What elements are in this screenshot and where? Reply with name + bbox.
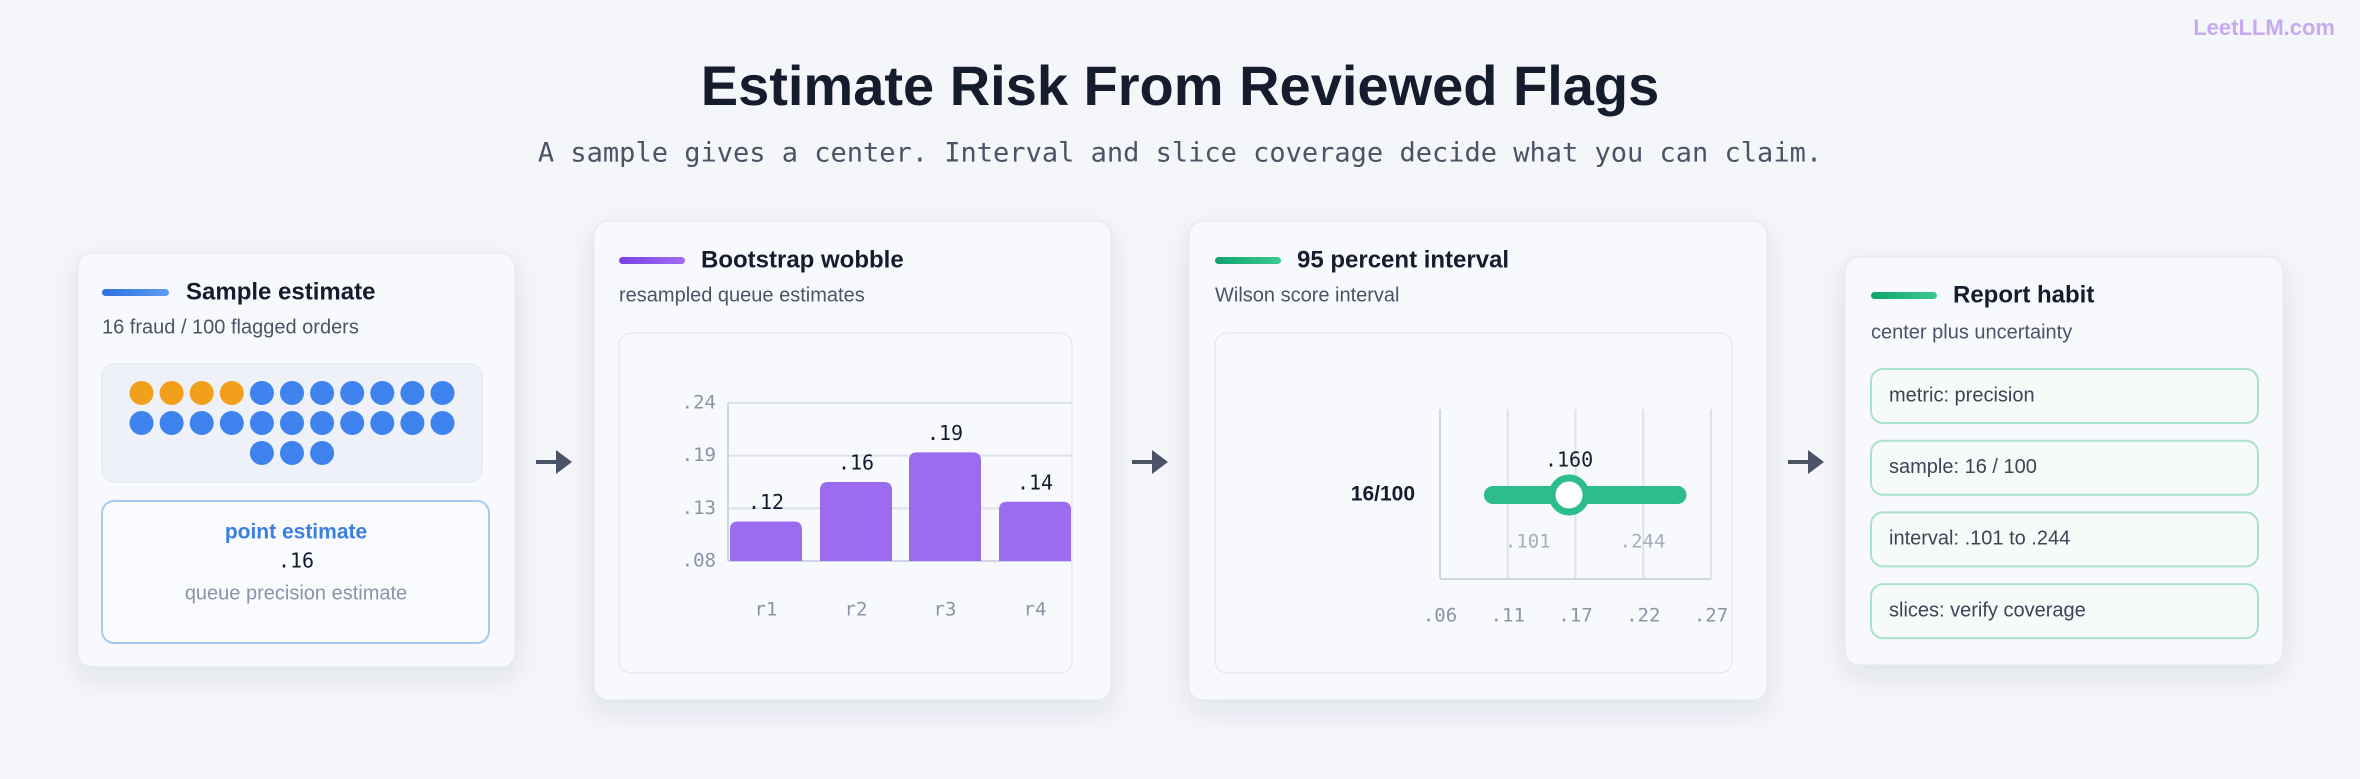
card-subtitle: 16 fraud / 100 flagged orders — [102, 316, 359, 338]
accent-bar — [1871, 292, 1937, 299]
bar — [999, 501, 1071, 561]
high-label: .244 — [1620, 531, 1666, 553]
value-label: .19 — [927, 421, 963, 445]
value-label: .14 — [1017, 470, 1053, 494]
value-label: .12 — [748, 490, 784, 514]
x-tick-label: .06 — [1423, 605, 1457, 627]
title: Estimate Risk From Reviewed Flags — [701, 54, 1660, 117]
dot — [189, 411, 214, 435]
brand: LeetLLM.com — [2193, 15, 2335, 40]
x-tick-label: .17 — [1558, 605, 1592, 627]
dot — [249, 411, 274, 435]
dot — [249, 381, 274, 405]
dot — [189, 381, 214, 405]
x-tick-label: .11 — [1491, 605, 1525, 627]
point-note: queue precision estimate — [185, 582, 407, 604]
subtitle: A sample gives a center. Interval and sl… — [538, 138, 1822, 169]
arrow-head — [1808, 450, 1824, 474]
dot — [280, 411, 304, 435]
card-subtitle: Wilson score interval — [1215, 284, 1400, 306]
dot — [129, 411, 154, 435]
card-subtitle: resampled queue estimates — [619, 284, 865, 306]
card-title: 95 percent interval — [1297, 246, 1509, 273]
accent-bar — [1215, 257, 1281, 264]
report-item — [1870, 583, 2259, 640]
point-label: point estimate — [225, 521, 367, 544]
dot — [219, 381, 244, 405]
arrow-head — [556, 450, 572, 474]
dot — [159, 381, 184, 405]
x-tick-label: .22 — [1626, 605, 1660, 627]
report-item-text: sample: 16 / 100 — [1889, 456, 2037, 478]
accent-bar — [619, 257, 685, 264]
point-value: .16 — [278, 549, 314, 573]
low-label: .101 — [1505, 531, 1551, 553]
bar — [730, 521, 802, 561]
x-tick-label: r1 — [755, 599, 778, 621]
accent-bar — [102, 289, 169, 296]
report-list: metric: precision sample: 16 / 100 interva… — [1870, 368, 2259, 640]
dot — [430, 411, 455, 435]
card-title: Bootstrap wobble — [701, 246, 904, 273]
value-label: .16 — [838, 451, 874, 475]
arrow-head — [1152, 450, 1168, 474]
x-tick-label: r3 — [934, 599, 957, 621]
dot — [310, 441, 335, 465]
dot — [159, 411, 184, 435]
report-item — [1870, 511, 2259, 568]
dot — [430, 381, 455, 405]
chart-panel — [1214, 332, 1733, 674]
interval-chart: .06 .11 .17 .22 .27 16/100 .160 .101 .244 — [1351, 409, 1728, 627]
dot — [340, 411, 365, 435]
dot — [280, 441, 304, 465]
report-item-text: metric: precision — [1889, 384, 2035, 406]
row-label: 16/100 — [1351, 483, 1415, 506]
y-tick-label: .08 — [682, 550, 716, 572]
report-item-text: slices: verify coverage — [1889, 599, 2086, 621]
card-title: Report habit — [1953, 281, 2094, 308]
point-box — [101, 500, 490, 644]
bar-chart: .08 .13 .19 .24 .12 r1 .16 r2 .19 r3 .14 r4 — [682, 392, 1072, 621]
dot — [280, 381, 304, 405]
estimate — [1548, 474, 1590, 516]
dot — [340, 381, 365, 405]
dot — [129, 381, 154, 405]
dot — [249, 441, 274, 465]
report-item — [1870, 439, 2259, 496]
card-title: Sample estimate — [186, 278, 375, 305]
estimate-label: .160 — [1545, 448, 1593, 472]
bar — [909, 452, 981, 561]
x-tick-label: r2 — [845, 599, 868, 621]
dot — [310, 381, 335, 405]
dot — [310, 411, 335, 435]
dot — [400, 411, 425, 435]
report-item-text: interval: .101 to .244 — [1889, 528, 2070, 550]
x-tick-label: r4 — [1024, 599, 1047, 621]
dot — [370, 411, 395, 435]
dot — [370, 381, 395, 405]
dot — [219, 411, 244, 435]
dot — [400, 381, 425, 405]
arrows — [536, 450, 1824, 474]
bar — [820, 482, 892, 561]
y-tick-label: .24 — [682, 392, 716, 414]
report-item — [1870, 368, 2259, 424]
x-tick-label: .27 — [1694, 605, 1728, 627]
y-tick-label: .13 — [682, 497, 716, 519]
y-tick-label: .19 — [682, 444, 716, 466]
card-subtitle: center plus uncertainty — [1871, 321, 2072, 343]
